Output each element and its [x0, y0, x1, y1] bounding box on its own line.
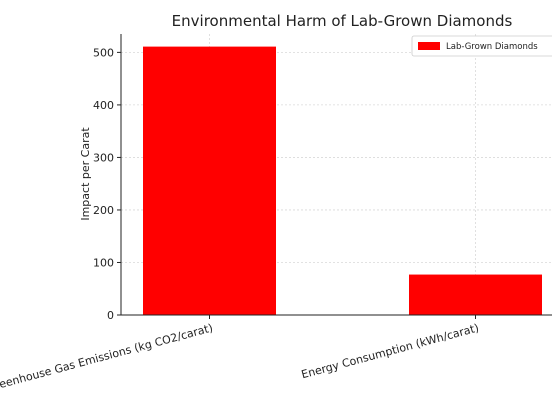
y-tick-label: 100 — [93, 256, 114, 269]
bar-layer — [143, 46, 542, 316]
legend-frame — [411, 35, 552, 57]
y-tick-label: 300 — [93, 151, 114, 164]
y-tick-label: 0 — [107, 309, 114, 322]
y-axis-label: Impact per Carat — [79, 127, 92, 221]
legend-swatch — [418, 42, 440, 50]
bar — [409, 274, 542, 315]
x-tick-label: Greenhouse Gas Emissions (kg CO2/carat) — [0, 321, 214, 394]
y-tick-label: 400 — [93, 99, 114, 112]
bar — [143, 46, 276, 316]
y-tick-label: 500 — [93, 46, 114, 59]
chart-title: Environmental Harm of Lab-Grown Diamonds — [172, 12, 513, 30]
x-tick-label: Energy Consumption (kWh/carat) — [300, 321, 480, 381]
axis-layer — [120, 34, 552, 316]
x-ticks: Greenhouse Gas Emissions (kg CO2/carat) E… — [0, 315, 480, 394]
legend-label: Lab-Grown Diamonds — [446, 42, 538, 52]
y-ticks: 0 100 200 300 400 500 — [93, 46, 121, 322]
legend: Lab-Grown Diamonds — [411, 35, 552, 57]
y-tick-label: 200 — [93, 204, 114, 217]
